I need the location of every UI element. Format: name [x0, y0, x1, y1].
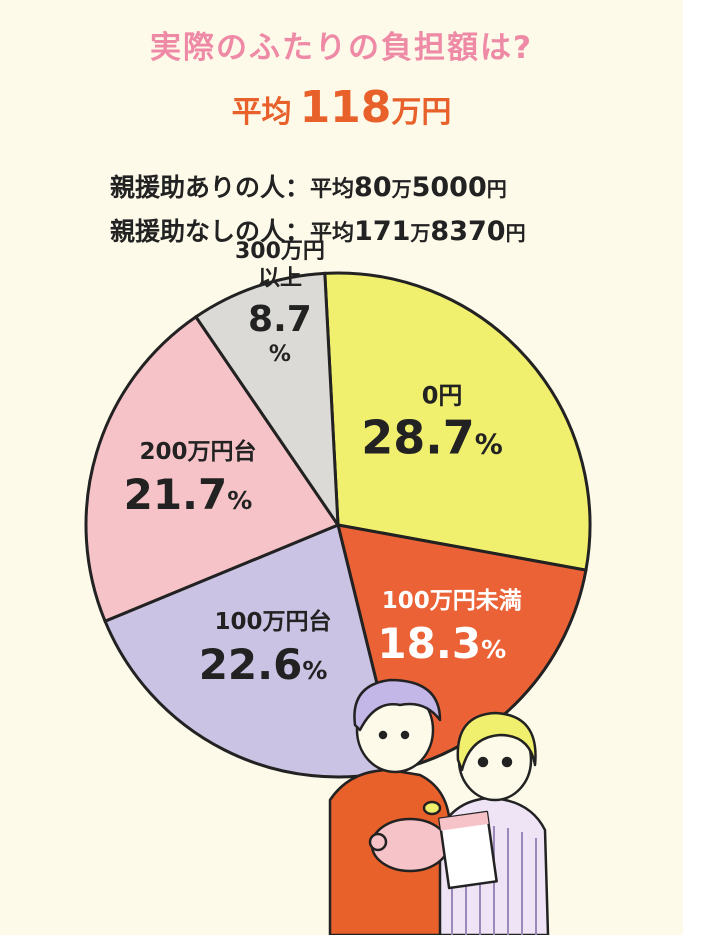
infographic-card: 実際のふたりの負担額は? 平均 118万円 親援助ありの人：平均80万5000円 … [0, 0, 683, 935]
breakdown-unit-1: 万 [410, 221, 431, 245]
slice-label-text: 以上 [258, 266, 302, 291]
breakdown-name: 親援助ありの人： [110, 173, 311, 202]
slice-label-text: 0円 [422, 381, 463, 409]
overall-average: 平均 118万円 [0, 82, 683, 133]
breakdown-value-rest: 8370 [430, 216, 506, 247]
average-value: 118 [299, 82, 392, 133]
breakdown-unit-1: 万 [391, 177, 412, 201]
breakdown-without-parent-support: 親援助なしの人：平均171万8370円 [110, 212, 526, 248]
slice-label-text: 100万円台 [215, 608, 332, 635]
slice-label-text: 100万円未満 [382, 588, 522, 614]
slice-percent-sign: % [269, 342, 291, 367]
slice-label-text: 300万円 [235, 239, 325, 264]
breakdown-with-parent-support: 親援助ありの人：平均80万5000円 [110, 168, 507, 204]
breakdown-value-rest: 5000 [411, 172, 487, 203]
couple-illustration [328, 678, 550, 935]
breakdown-value-main: 171 [354, 216, 411, 247]
pie-slices [84, 271, 592, 779]
breakdown-unit-2: 円 [486, 177, 507, 201]
pie-chart: 0円28.7%100万円未満18.3%100万円台22.6%200万円台21.7… [84, 239, 592, 935]
breakdown-value-main: 80 [354, 172, 392, 203]
slice-label-text: 200万円台 [139, 438, 256, 465]
slice-value: 8.7 [248, 299, 312, 340]
breakdown-avg-label: 平均 [310, 177, 355, 202]
pie-slice-3 [84, 314, 341, 624]
page-title: 実際のふたりの負担額は? [150, 30, 533, 66]
pie-slice-4 [193, 271, 340, 531]
pie-slice-0 [323, 271, 592, 572]
average-label: 平均 [231, 95, 292, 130]
breakdown-avg-label: 平均 [310, 221, 355, 246]
breakdown-unit-2: 円 [505, 221, 526, 245]
average-unit: 万円 [391, 95, 452, 130]
breakdown-name: 親援助なしの人： [110, 217, 311, 246]
